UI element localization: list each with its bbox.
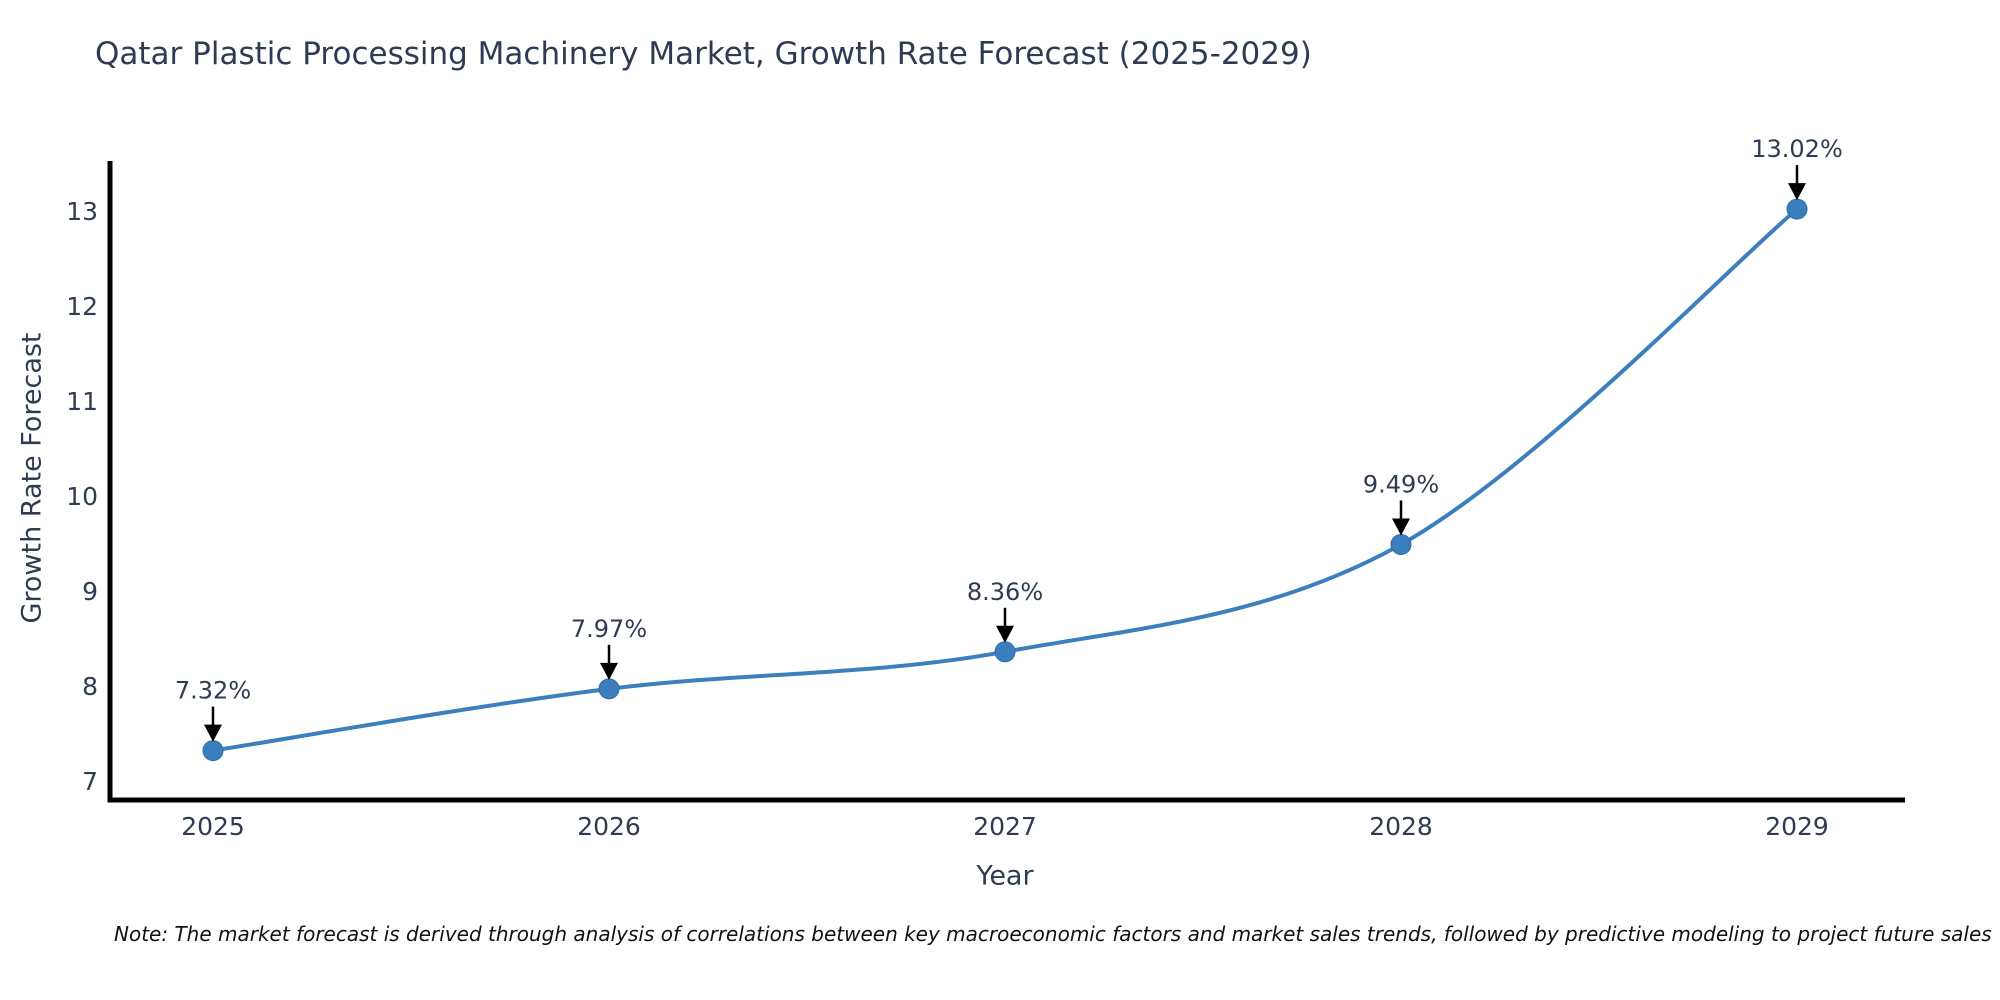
- data-line: [211, 207, 1799, 753]
- annotation-label: 13.02%: [1751, 135, 1843, 163]
- annotation-arrowhead: [600, 662, 618, 680]
- annotation-arrowhead: [996, 625, 1014, 643]
- y-tick-label: 11: [66, 387, 98, 416]
- data-point-marker: [598, 678, 620, 700]
- footnote: Note: The market forecast is derived thr…: [114, 922, 1992, 946]
- annotation-label: 8.36%: [967, 578, 1043, 606]
- x-tick-label: 2025: [181, 812, 245, 841]
- y-tick-label: 8: [82, 672, 98, 701]
- annotation-arrowhead: [1788, 183, 1806, 201]
- y-tick-label: 13: [66, 197, 98, 226]
- y-tick-label: 12: [66, 292, 98, 321]
- x-tick-label: 2029: [1765, 812, 1829, 841]
- x-axis-label: Year: [976, 860, 1034, 892]
- data-point-marker: [994, 641, 1016, 663]
- data-point-marker: [202, 740, 224, 762]
- data-point-marker: [1390, 533, 1412, 555]
- x-tick-label: 2026: [577, 812, 641, 841]
- annotation-arrowhead: [204, 724, 222, 742]
- y-tick-label: 10: [66, 482, 98, 511]
- y-tick-label: 9: [82, 577, 98, 606]
- chart-title: Qatar Plastic Processing Machinery Marke…: [95, 36, 1312, 72]
- annotation-arrowhead: [1392, 518, 1410, 536]
- annotation-label: 7.32%: [175, 677, 251, 705]
- y-tick-label: 7: [82, 767, 98, 796]
- x-tick-label: 2028: [1369, 812, 1433, 841]
- annotation-label: 7.97%: [571, 615, 647, 643]
- annotation-label: 9.49%: [1363, 470, 1439, 498]
- x-tick-label: 2027: [973, 812, 1037, 841]
- data-point-marker: [1786, 198, 1808, 220]
